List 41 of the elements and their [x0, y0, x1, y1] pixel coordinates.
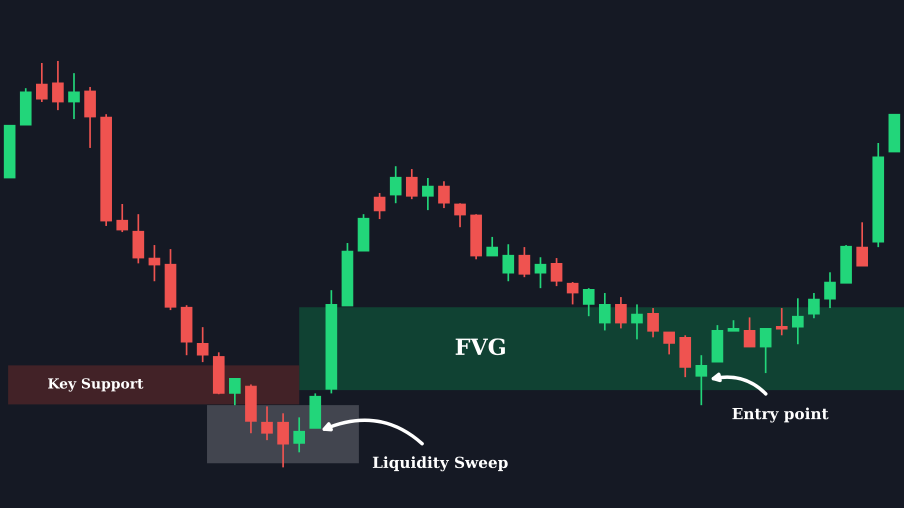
candlestick — [422, 177, 434, 211]
band-label: Key Support — [48, 378, 144, 392]
candlestick — [776, 307, 788, 336]
candlestick — [196, 326, 208, 363]
candlestick — [52, 60, 64, 111]
candlestick — [438, 180, 450, 209]
candlestick — [534, 256, 546, 289]
annotation: Liquidity Sweep — [372, 456, 508, 472]
candlestick — [696, 354, 708, 406]
candlestick — [36, 62, 48, 103]
candlestick — [116, 203, 128, 233]
candlestick — [728, 319, 740, 332]
candlestick — [518, 246, 530, 278]
candlestick — [744, 316, 756, 348]
candlestick — [598, 292, 611, 332]
candlestick — [631, 304, 643, 340]
candlestick — [406, 168, 418, 200]
candlestick — [261, 406, 273, 441]
candlestick — [277, 412, 289, 468]
candlestick — [824, 271, 836, 309]
candlestick — [792, 297, 804, 346]
candlestick — [390, 165, 402, 204]
candlestick — [550, 257, 562, 287]
candlestick — [293, 416, 306, 454]
candlestick — [647, 307, 659, 338]
candlestick — [856, 221, 868, 268]
candlestick — [808, 292, 820, 320]
candlestick — [502, 243, 514, 282]
candlestick — [615, 296, 627, 330]
candlestick — [566, 281, 578, 306]
candlestick — [374, 192, 386, 220]
candlestick — [663, 331, 675, 356]
candlestick — [454, 202, 466, 228]
candlestick — [486, 236, 498, 257]
band-label: FVG — [456, 338, 505, 356]
candlestick — [229, 378, 241, 406]
candlestick — [760, 328, 772, 374]
candlestick — [68, 72, 80, 120]
candlestick — [148, 244, 160, 282]
candlestick — [582, 287, 595, 318]
annotation: Entry point — [732, 408, 829, 423]
